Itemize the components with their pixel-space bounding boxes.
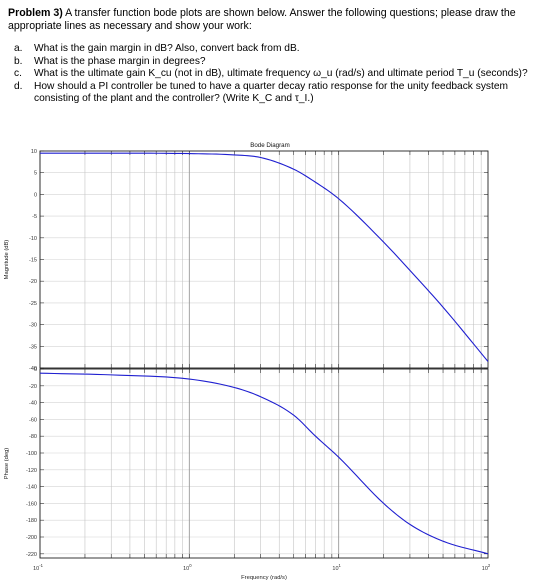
magnitude-curve bbox=[40, 152, 489, 362]
y-axis-label: Phase (deg) bbox=[4, 448, 10, 480]
x-tick-exponent: 0 bbox=[189, 563, 192, 568]
question-c: c. What is the ultimate gain K_cu (not i… bbox=[14, 68, 546, 81]
y-tick-label: 0 bbox=[34, 367, 37, 373]
question-d-continuation: consisting of the plant and the controll… bbox=[34, 93, 314, 105]
y-tick-label: -120 bbox=[26, 468, 37, 474]
x-tick-base: 10 bbox=[482, 566, 488, 572]
x-tick-label: 10-1 bbox=[33, 563, 44, 572]
y-tick-label: -60 bbox=[29, 417, 37, 423]
question-letter: d. bbox=[14, 80, 23, 92]
question-text: How should a PI controller be tuned to h… bbox=[34, 80, 508, 92]
y-tick-label: -140 bbox=[26, 485, 37, 491]
y-tick-label: -35 bbox=[29, 344, 37, 350]
y-tick-label: -20 bbox=[29, 279, 37, 285]
y-tick-label: -100 bbox=[26, 451, 37, 457]
question-letter: b. bbox=[14, 55, 23, 67]
phase-curve bbox=[39, 372, 489, 555]
x-tick-label: 101 bbox=[332, 563, 341, 572]
question-text: What is the phase margin in degrees? bbox=[34, 55, 206, 67]
y-tick-label: 5 bbox=[34, 171, 37, 177]
y-tick-label: -5 bbox=[32, 214, 37, 220]
y-tick-label: -200 bbox=[26, 535, 37, 541]
x-tick-exponent: 1 bbox=[339, 563, 342, 568]
problem-statement: Problem 3) A transfer function bode plot… bbox=[8, 7, 546, 33]
x-tick-exponent: -1 bbox=[39, 563, 43, 568]
problem-intro: A transfer function bode plots are shown… bbox=[8, 7, 516, 32]
x-tick-base: 10 bbox=[33, 566, 39, 572]
question-text: What is the gain margin in dB? Also, con… bbox=[34, 43, 300, 54]
y-tick-label: -40 bbox=[29, 401, 37, 407]
question-b: b. What is the phase margin in degrees? bbox=[14, 56, 546, 69]
question-d: d. How should a PI controller be tuned t… bbox=[14, 81, 546, 94]
y-tick-label: -180 bbox=[26, 518, 37, 524]
y-tick-label: -25 bbox=[29, 301, 37, 307]
problem-label: Problem 3) bbox=[8, 7, 63, 19]
question-letter: c. bbox=[14, 68, 22, 80]
magnitude-panel: 10 5 0 -5 -10 -15 -20 -25 -30 -35 -40 Magnitude (dB… bbox=[4, 142, 489, 372]
y-tick-label: 0 bbox=[34, 192, 37, 198]
y-tick-label: -10 bbox=[29, 236, 37, 242]
x-tick-label: 100 bbox=[183, 563, 192, 572]
question-text: What is the ultimate gain K_cu (not in d… bbox=[34, 68, 528, 80]
phase-panel: 0-20-40-60-80-100-120-140-160-180-200-22… bbox=[4, 367, 491, 581]
y-tick-label: -160 bbox=[26, 501, 37, 507]
question-letter: a. bbox=[14, 43, 23, 54]
chart-title: Bode Diagram bbox=[250, 142, 290, 149]
y-tick-label: -220 bbox=[26, 552, 37, 558]
x-tick-base: 10 bbox=[332, 566, 338, 572]
plot-frame bbox=[39, 368, 489, 559]
question-list: a. What is the gain margin in dB? Also, … bbox=[14, 43, 546, 106]
y-tick-label: -15 bbox=[29, 258, 37, 264]
y-tick-label: 10 bbox=[31, 149, 37, 155]
x-tick-exponent: 2 bbox=[488, 563, 491, 568]
question-a: a. What is the gain margin in dB? Also, … bbox=[14, 43, 546, 56]
y-tick-label: -20 bbox=[29, 384, 37, 390]
y-tick-label: -40 bbox=[29, 366, 37, 372]
x-axis-label: Frequency (rad/s) bbox=[241, 575, 287, 581]
x-tick-base: 10 bbox=[183, 566, 189, 572]
y-axis-label: Magnitude (dB) bbox=[4, 240, 10, 280]
y-tick-label: -80 bbox=[29, 434, 37, 440]
plot-frame bbox=[39, 150, 489, 369]
y-tick-label: -30 bbox=[29, 323, 37, 329]
x-tick-label: 102 bbox=[482, 563, 491, 572]
